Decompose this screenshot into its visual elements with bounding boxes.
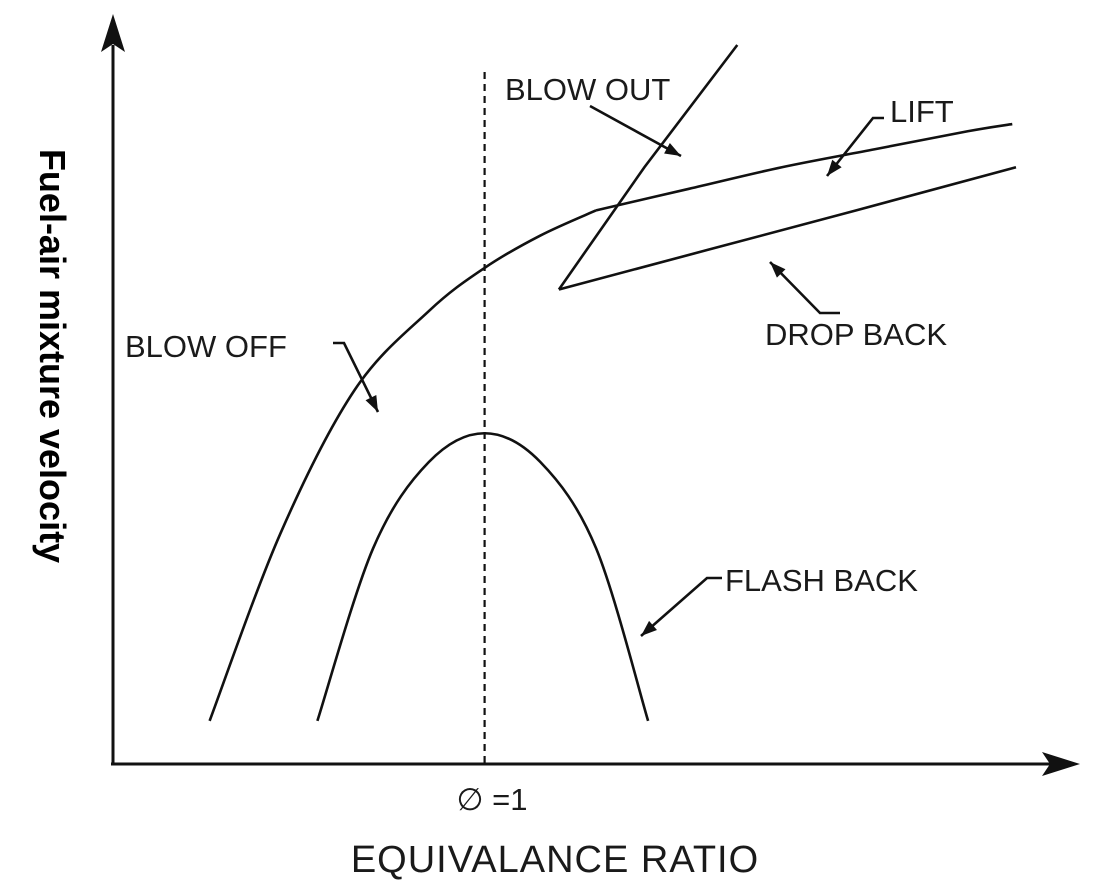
arrowhead-lift bbox=[827, 159, 842, 176]
leader-drop-back bbox=[769, 261, 840, 315]
arrowhead-flash-back bbox=[641, 620, 657, 636]
annotation-flash-back: FLASH BACK bbox=[725, 563, 918, 598]
series-blow-off bbox=[208, 209, 597, 722]
series-blow-out bbox=[557, 44, 739, 291]
arrowhead-blow-out bbox=[664, 143, 681, 156]
y-axis-arrow bbox=[101, 14, 125, 52]
leader-flash-back bbox=[640, 576, 722, 637]
x-axis-arrow bbox=[1042, 752, 1080, 776]
arrowhead-drop-back bbox=[770, 262, 786, 278]
series-drop-back bbox=[558, 165, 1017, 291]
axes bbox=[101, 14, 1080, 776]
x-tick-label: ∅ =1 bbox=[457, 782, 528, 817]
y-axis-label: Fuel-air mixture velocity bbox=[32, 149, 73, 563]
labels: Fuel-air mixture velocity EQUIVALANCE RA… bbox=[32, 72, 954, 881]
curves bbox=[208, 44, 1017, 764]
leader-lift bbox=[825, 116, 884, 177]
arrowhead-blow-off bbox=[365, 394, 378, 412]
annotation-lift: LIFT bbox=[890, 94, 954, 129]
annotation-drop-back: DROP BACK bbox=[765, 317, 947, 352]
annotation-blow-off: BLOW OFF bbox=[125, 329, 287, 364]
series-lift bbox=[595, 122, 1013, 212]
series-flash-back bbox=[316, 431, 650, 722]
annotation-leaders bbox=[333, 104, 884, 637]
leader-blow-out bbox=[589, 104, 682, 158]
x-axis-label: EQUIVALANCE RATIO bbox=[351, 839, 759, 881]
annotation-blow-out: BLOW OUT bbox=[505, 72, 670, 107]
leader-blow-off bbox=[333, 341, 380, 413]
